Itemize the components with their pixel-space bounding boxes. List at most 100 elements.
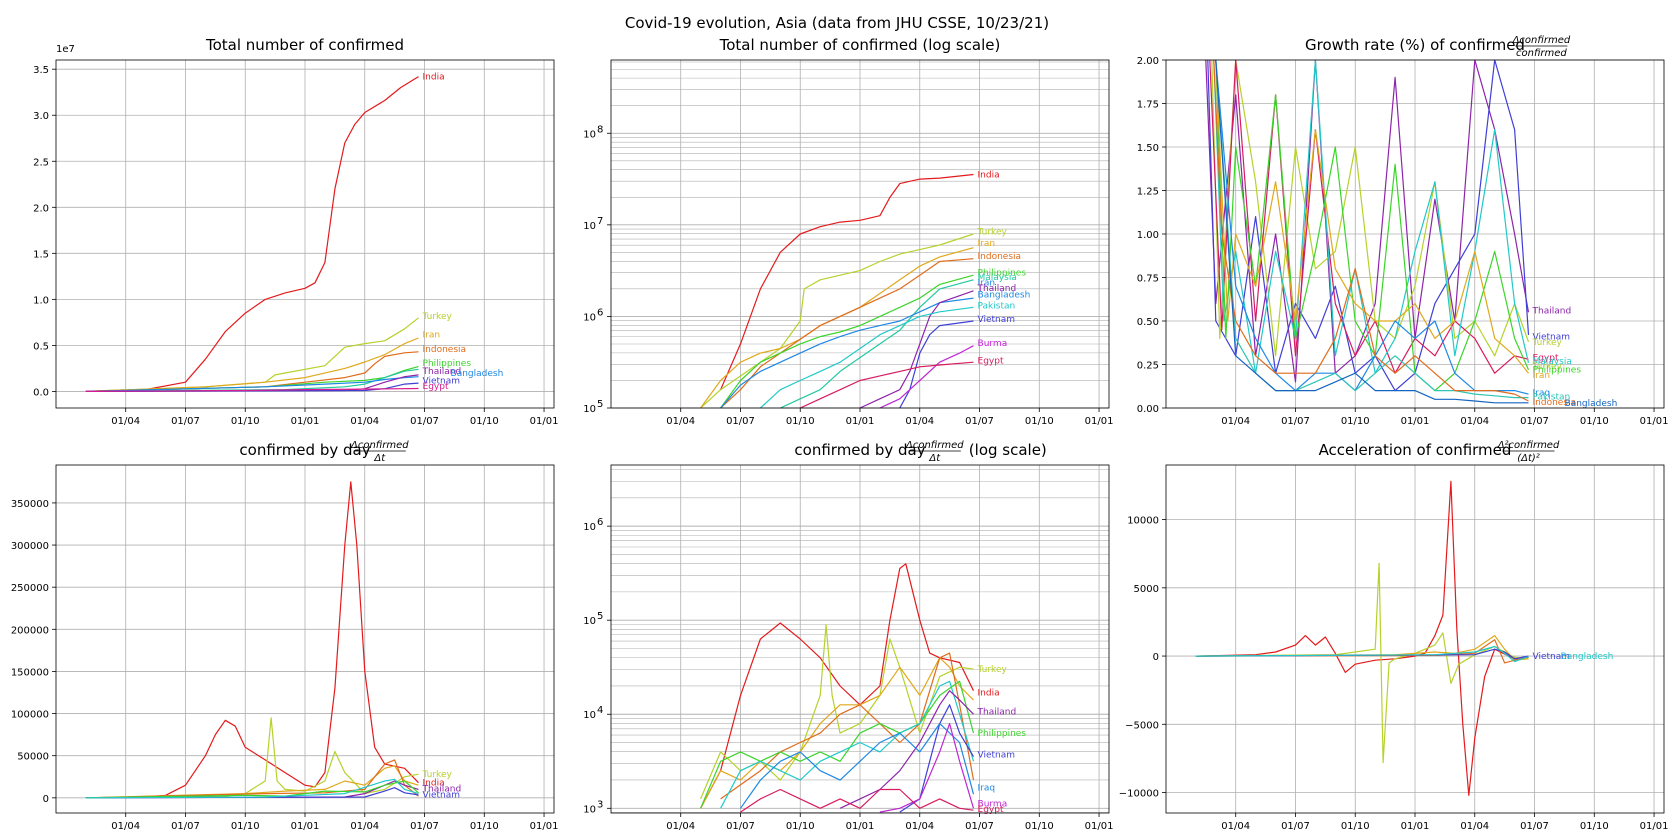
- series-line-turkey: [700, 624, 974, 800]
- x-tick-label: 01/01: [530, 821, 559, 832]
- series-line-iran: [700, 657, 974, 809]
- series-label: Turkey: [422, 770, 453, 780]
- x-tick-label: 01/07: [965, 416, 994, 427]
- series-line-malaysia: [85, 778, 419, 799]
- x-tick-label: 01/04: [1221, 821, 1250, 832]
- x-tick-label: 01/10: [231, 416, 260, 427]
- x-tick-label: 01/01: [846, 821, 875, 832]
- series-label: Thailand: [422, 785, 462, 795]
- y-tick-exponent: 4: [597, 705, 603, 716]
- series-label: Malaysia: [1533, 357, 1572, 367]
- series-line-indonesia: [1213, 60, 1529, 402]
- series-line-bangladesh: [85, 376, 419, 392]
- series-line-vietnam: [85, 787, 419, 799]
- series-label: Indonesia: [978, 252, 1022, 262]
- series-line-bangladesh: [1215, 60, 1529, 404]
- series-line-indonesia: [720, 258, 974, 408]
- y-tick-label: 10: [583, 404, 596, 415]
- series-line-burma: [879, 723, 975, 813]
- y-tick-label: 50000: [17, 752, 49, 763]
- series-line-india: [700, 563, 975, 809]
- series-label: Bangladesh: [1561, 652, 1614, 662]
- series-label: India: [978, 170, 1000, 180]
- y-tick-label: 2.00: [1137, 56, 1159, 67]
- x-tick-label: 01/04: [350, 821, 379, 832]
- x-tick-label: 01/07: [1520, 416, 1549, 427]
- series-line-pakistan: [1215, 60, 1529, 399]
- x-tick-label: 01/04: [905, 821, 934, 832]
- x-tick-label: 01/10: [1025, 416, 1054, 427]
- y-tick-exponent: 8: [597, 124, 603, 135]
- series-label: Vietnam: [423, 376, 461, 386]
- y-tick-label: 0: [1153, 652, 1159, 663]
- y-tick-label: 10: [583, 616, 596, 627]
- series-label: India: [423, 779, 445, 789]
- series-label: Burma: [978, 339, 1008, 349]
- chart-title-suffix: (log scale): [969, 441, 1047, 459]
- x-tick-label: 01/04: [1460, 416, 1489, 427]
- series-label: Thailand: [422, 367, 462, 377]
- y-tick-label: 0.50: [1137, 317, 1159, 328]
- y-tick-label: 1.5: [33, 249, 49, 260]
- y-tick-label: 10: [583, 804, 596, 815]
- series-label: India: [423, 73, 445, 83]
- series-label: Indonesia: [423, 345, 467, 355]
- x-tick-label: 01/10: [1341, 416, 1370, 427]
- y-tick-label: 0.25: [1137, 361, 1159, 372]
- series-label: Vietnam: [1533, 333, 1571, 343]
- chart-title: confirmed by day: [794, 441, 925, 459]
- x-tick-label: 01/01: [1640, 821, 1669, 832]
- title-fraction-denominator: Δt: [928, 453, 941, 464]
- x-tick-label: 01/01: [291, 821, 320, 832]
- x-tick-label: 01/07: [1281, 416, 1310, 427]
- series-label: Bangladesh: [451, 369, 504, 379]
- series-label: Philippines: [978, 268, 1027, 278]
- series-label: Iran: [423, 330, 441, 340]
- series-label: Iraq: [1533, 388, 1551, 398]
- y-tick-label: 0: [43, 794, 49, 805]
- series-line-pakistan: [759, 306, 974, 408]
- y-tick-label: 2.0: [33, 203, 49, 214]
- series-line-turkey: [85, 717, 419, 799]
- title-fraction-denominator: (Δt)²: [1517, 453, 1540, 464]
- series-line-bangladesh: [720, 297, 974, 408]
- series-label: Pakistan: [1533, 393, 1571, 403]
- x-tick-label: 01/04: [905, 416, 934, 427]
- series-label: Egypt: [423, 382, 449, 392]
- x-tick-label: 01/01: [1640, 416, 1669, 427]
- series-label: Turkey: [977, 665, 1008, 675]
- series-line-malaysia: [720, 680, 975, 809]
- series-line-vietnam: [898, 320, 974, 408]
- chart-title: confirmed by day: [239, 441, 370, 459]
- series-line-india: [1195, 480, 1529, 796]
- grid: [1166, 465, 1664, 813]
- grid: [56, 465, 554, 813]
- series-line-philippines: [720, 274, 974, 408]
- series-label: Iraq: [978, 784, 996, 794]
- x-tick-label: 01/04: [1460, 821, 1489, 832]
- y-tick-label: 200000: [11, 625, 49, 636]
- series-label: Pakistan: [978, 301, 1016, 311]
- series-line-india: [720, 173, 974, 390]
- series-group: [700, 563, 975, 813]
- y-tick-label: 5000: [1134, 584, 1159, 595]
- figure-suptitle: Covid-19 evolution, Asia (data from JHU …: [625, 14, 1049, 32]
- x-tick-label: 01/10: [1341, 821, 1370, 832]
- series-line-indonesia: [720, 652, 975, 800]
- series-line-turkey: [1211, 60, 1530, 357]
- y-tick-label: 3.5: [33, 65, 49, 76]
- series-label: Turkey: [1532, 338, 1563, 348]
- series-line-egypt: [798, 361, 974, 408]
- y-tick-label: 10: [583, 129, 596, 140]
- x-tick-label: 01/10: [470, 416, 499, 427]
- x-tick-label: 01/04: [666, 416, 695, 427]
- y-tick-label: −5000: [1125, 720, 1159, 731]
- series-label: Iran: [1533, 371, 1551, 381]
- series-line-malaysia: [780, 279, 974, 408]
- x-tick-label: 01/10: [1025, 821, 1054, 832]
- series-group: [85, 481, 419, 799]
- series-line-vietnam: [1207, 60, 1530, 392]
- series-line-philippines: [700, 680, 975, 809]
- series-label: India: [978, 689, 1000, 699]
